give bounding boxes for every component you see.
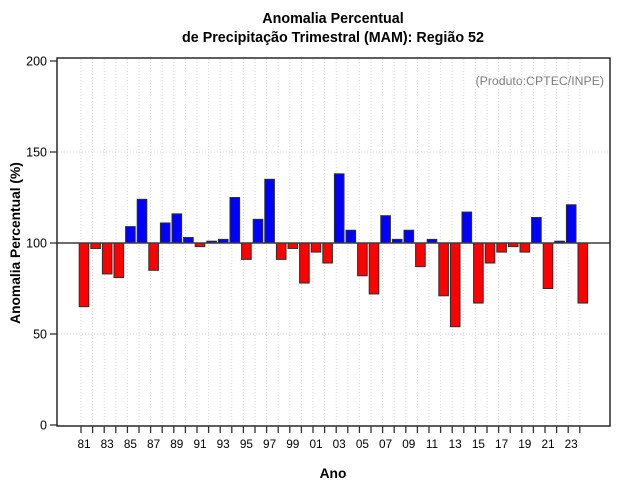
- bar-2004: [345, 229, 357, 244]
- x-axis-tick-label: 83: [101, 437, 115, 451]
- bar-1988: [159, 222, 171, 244]
- bar-2000: [299, 242, 310, 284]
- x-axis-tick-label: 19: [518, 437, 531, 451]
- bar-2005: [357, 242, 368, 277]
- bar-2006: [368, 242, 380, 295]
- bar-2016: [484, 242, 496, 264]
- bar-2002: [322, 242, 333, 264]
- bar-2019: [519, 242, 531, 253]
- x-axis-tick-label: 93: [217, 437, 231, 451]
- x-axis-tick-label: 97: [263, 437, 276, 451]
- plot-border: [56, 57, 611, 427]
- x-axis-tick-label: 21: [541, 437, 554, 451]
- x-axis-tick-label: 87: [147, 437, 160, 451]
- bar-1990: [183, 237, 194, 244]
- bar-2023: [565, 204, 577, 244]
- x-axis-tick-label: 03: [333, 437, 347, 451]
- x-axis-tick-label: 23: [565, 437, 579, 451]
- x-axis-tick-label: 17: [495, 437, 508, 451]
- y-axis-tick-label: 50: [33, 327, 47, 341]
- bar-1995: [241, 242, 252, 260]
- x-axis-tick-label: 89: [170, 437, 183, 451]
- bar-2024: [577, 242, 589, 304]
- bar-2003: [333, 173, 345, 244]
- x-axis-title: Ano: [320, 466, 347, 481]
- bar-2009: [403, 229, 415, 244]
- bar-2021: [542, 242, 554, 289]
- bar-2017: [496, 242, 507, 253]
- x-axis-tick-label: 13: [449, 437, 463, 451]
- bar-1986: [136, 198, 148, 244]
- bar-2014: [461, 211, 473, 244]
- x-axis-tick-label: 09: [402, 437, 415, 451]
- chart-title-line2: de Precipitação Trimestral (MAM): Região…: [182, 30, 484, 46]
- bar-2013: [449, 242, 461, 328]
- bar-1996: [252, 218, 264, 244]
- x-axis-tick-label: 01: [309, 437, 322, 451]
- y-axis-tick-label: 150: [26, 145, 47, 159]
- axes: 0 50 100 150 200 81 83 85 87 89 91 93 95 97 99 01 03 05 07…: [26, 54, 611, 451]
- x-axis-tick-label: 11: [426, 437, 438, 451]
- bar-1983: [101, 242, 113, 275]
- bar-1989: [171, 213, 183, 244]
- bar-1997: [264, 178, 275, 244]
- bar-2015: [473, 242, 484, 304]
- bar-1987: [148, 242, 159, 271]
- source-annotation: (Produto:CPTEC/INPE): [476, 74, 604, 88]
- x-axis-tick-label: 07: [379, 437, 392, 451]
- bar-2020: [531, 217, 542, 244]
- bar-1985: [125, 226, 136, 244]
- y-axis-tick-label: 200: [26, 54, 47, 68]
- y-axis-title: Anomalia Percentual (%): [8, 162, 23, 324]
- bar-1984: [113, 242, 125, 279]
- chart-title-line1: Anomalia Percentual: [262, 11, 403, 27]
- bar-1981: [78, 242, 90, 308]
- x-axis-tick-label: 81: [77, 437, 90, 451]
- bar-1994: [229, 197, 241, 244]
- y-axis-tick-label: 0: [40, 418, 47, 432]
- x-axis-tick-label: 85: [124, 437, 138, 451]
- x-axis-tick-label: 99: [286, 437, 299, 451]
- bar-2001: [310, 242, 322, 253]
- x-axis-tick-label: 95: [240, 437, 254, 451]
- bar-2012: [438, 242, 449, 297]
- bars: [57, 173, 610, 328]
- bar-2007: [380, 215, 391, 244]
- bar-1982: [90, 242, 101, 249]
- y-axis-tick-label: 100: [26, 236, 47, 250]
- bar-1999: [287, 242, 299, 249]
- bar-1998: [275, 242, 287, 260]
- x-axis-tick-label: 91: [193, 437, 206, 451]
- x-axis-tick-label: 05: [356, 437, 370, 451]
- x-axis-tick-label: 15: [472, 437, 486, 451]
- bar-2010: [415, 242, 426, 268]
